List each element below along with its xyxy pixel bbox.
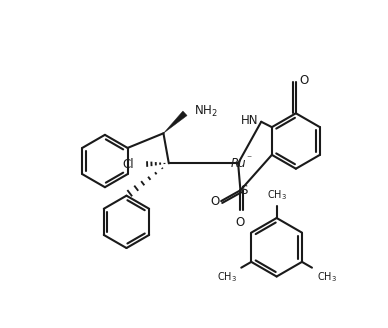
Text: ⁻: ⁻	[247, 154, 252, 164]
Text: O: O	[210, 195, 220, 208]
Text: O: O	[236, 216, 245, 230]
Text: O: O	[300, 74, 309, 87]
Polygon shape	[163, 111, 187, 133]
Text: CH$_3$: CH$_3$	[317, 270, 337, 284]
Text: S: S	[240, 184, 247, 197]
Text: Ru: Ru	[230, 157, 246, 170]
Text: CH$_3$: CH$_3$	[267, 188, 287, 202]
Text: CH$_3$: CH$_3$	[217, 270, 237, 284]
Text: HN: HN	[241, 114, 258, 127]
Text: NH$_2$: NH$_2$	[194, 104, 218, 119]
Text: Cl: Cl	[123, 157, 134, 171]
